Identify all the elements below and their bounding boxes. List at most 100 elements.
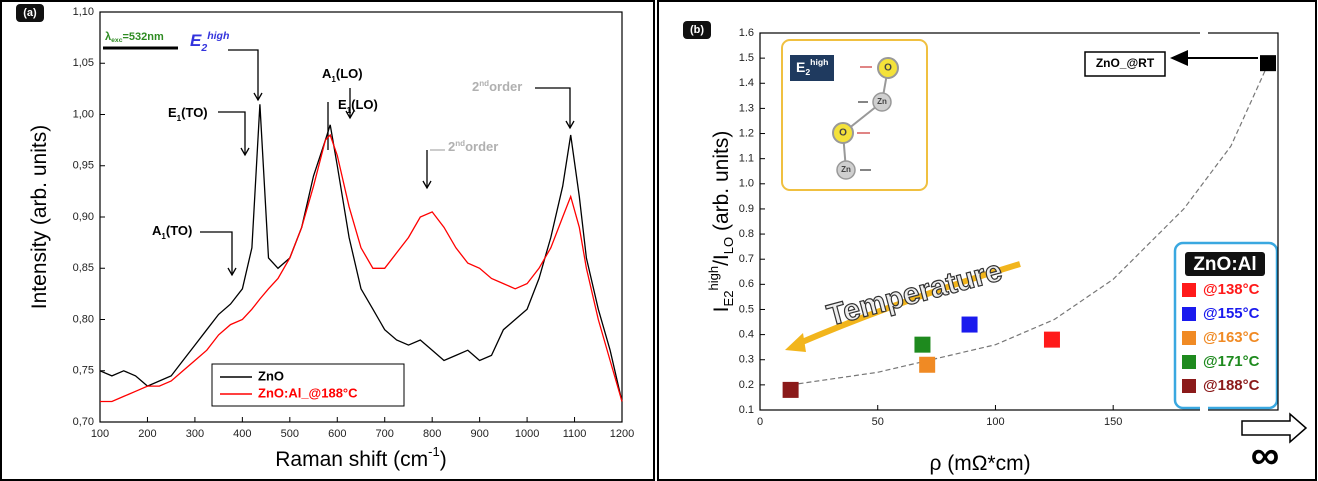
legend-label: ZnO:Al_@188°C (258, 385, 358, 400)
y-tick-label: 1.5 (739, 52, 754, 64)
reference-point (1260, 55, 1276, 72)
text-part: A (152, 223, 162, 238)
atom (872, 92, 892, 112)
text-part: 2 (805, 67, 810, 77)
legend-label: @155°C (1203, 305, 1260, 322)
text-part: nd (455, 139, 465, 148)
y-tick-label: 0.9 (739, 203, 754, 215)
y-axis-label: IE2high/ILO (arb. units) (706, 131, 736, 313)
temperature-arrow (793, 261, 1021, 348)
x-tick-label: 100 (91, 428, 109, 440)
axis-break (1200, 2, 1208, 46)
text-part: 2 (448, 139, 455, 154)
atom-label: Zn (841, 165, 851, 174)
legend-frame (211, 363, 405, 407)
legend-label: @138°C (1203, 281, 1260, 298)
y-tick-label: 0,80 (73, 313, 94, 325)
text-part: 2 (200, 42, 207, 54)
y-tick-label: 0.3 (739, 354, 754, 366)
annotation: A1(LO) (322, 66, 363, 83)
text-part: 1 (177, 114, 182, 123)
text-part: E (721, 297, 736, 306)
text-part: order (465, 139, 498, 154)
y-tick-label: 1,10 (73, 6, 94, 18)
series-line (100, 133, 623, 403)
annotation: E1(TO) (168, 105, 208, 122)
annotation: E1(LO) (338, 97, 378, 114)
peak-arrows (200, 49, 575, 277)
y-tick-label: 0,85 (73, 262, 94, 274)
infinity-arrow (1241, 412, 1308, 444)
y-tick-label: 0.7 (739, 253, 754, 265)
text-part: (arb. units) (710, 131, 733, 237)
x-tick-label: 500 (281, 428, 299, 440)
y-tick-label: 0.8 (739, 228, 754, 240)
y-tick-label: 0.1 (739, 404, 754, 416)
text-part: I (710, 306, 733, 312)
temperature-arrow-head (785, 333, 806, 352)
y-tick-label: 0,90 (73, 211, 94, 223)
legend-title-bg (1185, 252, 1265, 276)
text-part: (LO) (336, 66, 363, 81)
text-part: E (168, 105, 177, 120)
point (914, 336, 931, 353)
text-part: (LO) (351, 97, 378, 112)
text-part: 2 (472, 79, 479, 94)
infinity: ∞ (1251, 434, 1280, 478)
text-part: =532nm (123, 31, 164, 43)
atom (877, 57, 899, 79)
atom (836, 160, 856, 180)
text-part: (TO) (166, 223, 192, 238)
x-tick-label: 1200 (610, 428, 634, 440)
panel-frame (0, 0, 655, 481)
y-tick-label: 0.2 (739, 379, 754, 391)
point (782, 381, 799, 398)
text-part: (TO) (181, 105, 207, 120)
annotation: 2ndorder (448, 139, 498, 155)
inset-title: E2high (796, 57, 828, 77)
panel-tag: (b) (690, 24, 704, 36)
ref-arrow-head (1170, 50, 1188, 66)
text-part: exc (111, 37, 123, 44)
text-part: nd (479, 79, 489, 88)
y-tick-label: 1.4 (739, 77, 754, 89)
y-tick-label: 1.1 (739, 153, 754, 165)
point (961, 316, 978, 333)
annotation: 2ndorder (472, 79, 522, 95)
atom-label: Zn (877, 97, 887, 106)
panel-tag-bg (16, 4, 44, 22)
y-tick-label: 1.0 (739, 178, 754, 190)
point (1043, 331, 1060, 348)
atom-label: O (839, 128, 847, 139)
legend-swatch (1182, 355, 1196, 369)
text-part: high (706, 266, 721, 291)
x-tick-label: 400 (233, 428, 251, 440)
legend-label: @171°C (1203, 353, 1260, 370)
text-part: A (322, 66, 332, 81)
annotation: λexc=532nm (105, 31, 164, 44)
legend-swatch (1182, 331, 1196, 345)
y-tick-label: 0.4 (739, 329, 754, 341)
text-part: /I (710, 254, 733, 266)
text-part: E (338, 97, 347, 112)
text-part: 2 (721, 291, 736, 298)
panel-frame (657, 0, 1317, 481)
x-axis-label: ρ (mΩ*cm) (929, 452, 1030, 475)
legend-label: @188°C (1203, 377, 1260, 394)
x-tick-label: 100 (986, 416, 1004, 428)
reference-label-box (1084, 51, 1166, 77)
text-part: E (796, 59, 805, 75)
text-part: λ (105, 31, 111, 43)
y-tick-label: 1,00 (73, 108, 94, 120)
text-part: Raman shift (cm (275, 448, 428, 471)
series-line (99, 104, 623, 402)
y-tick-label: 0,75 (73, 365, 94, 377)
legend-label: ZnO (258, 368, 284, 383)
y-tick-label: 1.2 (739, 127, 754, 139)
text-part: order (489, 79, 522, 94)
x-tick-label: 200 (138, 428, 156, 440)
y-tick-label: 0.5 (739, 303, 754, 315)
inset-arrows (857, 66, 872, 171)
plot-frame (759, 32, 1279, 411)
legend-frame (1173, 241, 1279, 410)
